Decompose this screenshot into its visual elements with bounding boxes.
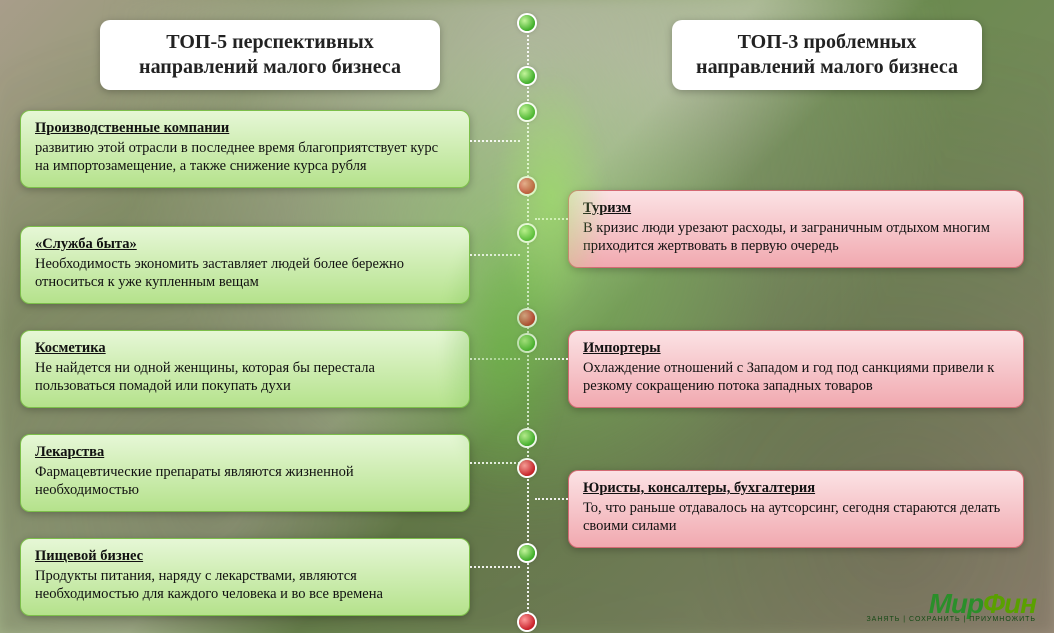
node-green-icon [519,225,535,241]
node-green-icon [519,15,535,31]
node-red-icon [519,614,535,630]
node-red-icon [519,310,535,326]
connector [470,358,520,360]
card-body: Охлаждение отношений с Западом и год под… [583,360,994,394]
card-body: Продукты питания, наряду с лекарствами, … [35,568,383,602]
card-title: Пищевой бизнес [35,547,455,565]
left-card-2: «Служба быта» Необходимость экономить за… [20,226,470,304]
connector [470,566,520,568]
heading-right: ТОП-3 проблемных направлений малого бизн… [672,20,982,90]
card-body: То, что раньше отдавалось на аутсорсинг,… [583,500,1000,534]
logo-tagline: ЗАНЯТЬ | СОХРАНИТЬ | ПРИУМНОЖИТЬ [866,616,1036,623]
right-card-3: Юристы, консалтеры, бухгалтерия То, что … [568,470,1024,548]
connector [470,140,520,142]
node-green-icon [519,545,535,561]
connector [470,462,520,464]
infographic-stage: ТОП-5 перспективных направлений малого б… [0,0,1054,633]
node-green-icon [519,68,535,84]
node-red-icon [519,178,535,194]
connector [535,358,568,360]
card-body: В кризис люди урезают расходы, и заграни… [583,220,990,254]
left-card-1: Производственные компании развитию этой … [20,110,470,188]
node-green-icon [519,430,535,446]
logo: МирФин ЗАНЯТЬ | СОХРАНИТЬ | ПРИУМНОЖИТЬ [866,588,1036,623]
connector [535,498,568,500]
card-body: Необходимость экономить заставляет людей… [35,256,404,290]
node-red-icon [519,460,535,476]
node-green-icon [519,104,535,120]
card-title: Юристы, консалтеры, бухгалтерия [583,479,1009,497]
left-card-5: Пищевой бизнес Продукты питания, наряду … [20,538,470,616]
logo-part2: Фин [983,588,1036,619]
left-card-4: Лекарства Фармацевтические препараты явл… [20,434,470,512]
logo-part1: Мир [929,588,984,619]
card-body: Фармацевтические препараты являются жизн… [35,464,354,498]
connector [535,218,568,220]
left-card-3: Косметика Не найдется ни одной женщины, … [20,330,470,408]
node-green-icon [519,335,535,351]
timeline-line [527,15,529,625]
card-title: Производственные компании [35,119,455,137]
card-title: Косметика [35,339,455,357]
card-title: «Служба быта» [35,235,455,253]
card-body: развитию этой отрасли в последнее время … [35,140,438,174]
card-title: Импортеры [583,339,1009,357]
heading-left: ТОП-5 перспективных направлений малого б… [100,20,440,90]
card-title: Лекарства [35,443,455,461]
right-card-1: Туризм В кризис люди урезают расходы, и … [568,190,1024,268]
connector [470,254,520,256]
card-body: Не найдется ни одной женщины, которая бы… [35,360,375,394]
right-card-2: Импортеры Охлаждение отношений с Западом… [568,330,1024,408]
card-title: Туризм [583,199,1009,217]
